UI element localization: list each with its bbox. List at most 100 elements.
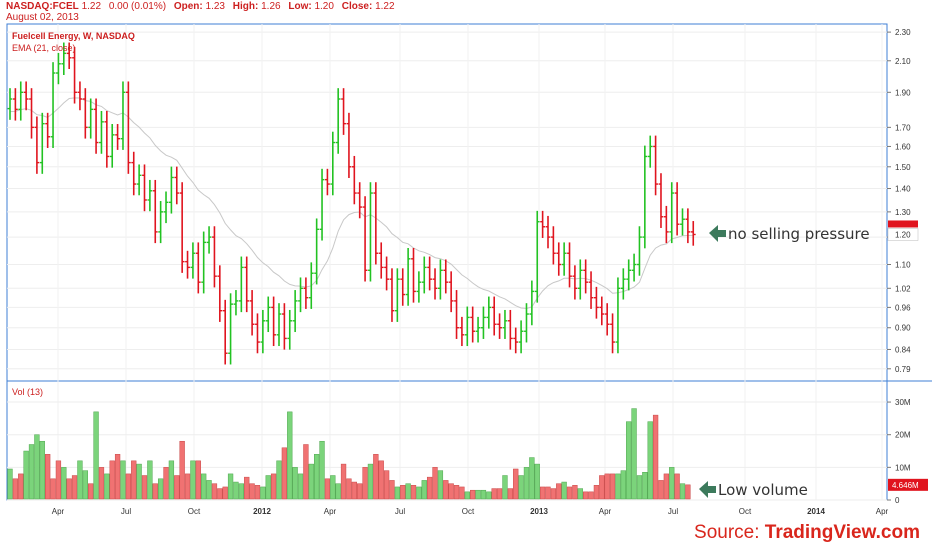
open-label: Open: xyxy=(173,1,203,12)
volume-tick-label: 30M xyxy=(895,398,911,407)
ohlc-bar xyxy=(131,151,137,196)
volume-bar xyxy=(480,489,487,500)
volume-bar xyxy=(652,414,659,500)
volume-bar xyxy=(426,476,433,500)
volume-bar xyxy=(443,480,449,500)
time-tick-label: Apr xyxy=(599,507,612,516)
volume-bar xyxy=(561,481,567,500)
volume-legend: Vol (13) xyxy=(12,387,43,397)
ohlc-bar xyxy=(265,296,271,333)
volume-annotation-arrow-icon xyxy=(699,481,716,498)
ohlc-bar xyxy=(642,145,648,249)
ohlc-bar xyxy=(556,242,562,276)
price-tick-label: 0.84 xyxy=(895,345,911,354)
volume-bar xyxy=(647,421,653,500)
volume-bar xyxy=(168,460,175,500)
volume-bar xyxy=(174,475,180,500)
ema-legend: EMA (21, close) xyxy=(12,43,76,53)
ohlc-bar xyxy=(222,299,228,365)
volume-bar xyxy=(394,486,401,500)
price-tick-label: 2.30 xyxy=(895,28,911,37)
time-tick-label: Jul xyxy=(395,507,405,516)
volume-bar xyxy=(201,473,207,500)
time-tick-label: Apr xyxy=(324,507,337,516)
volume-bar xyxy=(319,440,325,500)
ohlc-bar xyxy=(109,124,115,168)
ohlc-bar xyxy=(663,205,669,244)
ohlc-bar xyxy=(534,210,540,303)
volume-bar xyxy=(534,463,540,500)
ohlc-bar xyxy=(610,313,615,354)
ohlc-bar xyxy=(281,303,287,350)
ohlc-bar xyxy=(524,303,529,343)
ohlc-bar xyxy=(631,253,637,282)
volume-bar xyxy=(599,475,605,500)
volume-bar xyxy=(270,473,277,500)
current-price-label: 1.20 xyxy=(895,230,911,239)
volume-bar xyxy=(314,454,320,500)
ohlc-bar xyxy=(206,226,212,254)
ohlc-bar xyxy=(475,316,481,343)
volume-bar xyxy=(421,480,427,500)
volume-bar xyxy=(486,491,492,500)
price-tick-label: 1.70 xyxy=(895,123,911,132)
ohlc-bar xyxy=(88,98,94,139)
volume-bar xyxy=(28,444,35,500)
volume-bar xyxy=(448,483,454,500)
time-tick-label: Oct xyxy=(188,507,201,516)
time-tick-label: Jul xyxy=(668,507,678,516)
volume-bar xyxy=(432,467,438,500)
ohlc-bar xyxy=(513,327,519,354)
volume-bar xyxy=(459,486,465,500)
ohlc-bar xyxy=(572,265,578,300)
ohlc-bar xyxy=(147,179,153,212)
volume-bar xyxy=(502,475,508,500)
ohlc-bar xyxy=(228,293,233,365)
ohlc-bar xyxy=(125,81,131,174)
volume-tick-label: 0 xyxy=(895,496,900,505)
ohlc-bar xyxy=(362,196,368,282)
volume-bar xyxy=(190,460,196,500)
volume-annotation: Low volume xyxy=(718,481,808,499)
ohlc-bar xyxy=(152,179,158,244)
volume-bar xyxy=(566,486,573,500)
ohlc-bar xyxy=(287,309,293,350)
ohlc-bar xyxy=(464,306,470,347)
volume-bar xyxy=(685,484,691,500)
volume-bar xyxy=(7,468,13,500)
ohlc-bar xyxy=(481,306,486,339)
time-tick-label: 2012 xyxy=(253,507,271,516)
ohlc-bar xyxy=(604,303,610,336)
volume-bar xyxy=(109,460,115,500)
ohlc-bar xyxy=(626,259,632,291)
volume-bar xyxy=(238,483,244,500)
ohlc-bar xyxy=(72,46,77,104)
open-value: 1.23 xyxy=(205,1,225,12)
ohlc-bar xyxy=(394,268,400,322)
volume-bar xyxy=(453,485,460,500)
volume-bar xyxy=(475,489,481,500)
ohlc-bar xyxy=(39,112,45,174)
volume-bar xyxy=(593,485,600,500)
volume-bar xyxy=(249,483,255,500)
ohlc-bar xyxy=(120,81,126,150)
ohlc-bar xyxy=(637,226,642,276)
ohlc-bar xyxy=(142,164,147,212)
source-prefix: Source: xyxy=(694,522,765,543)
ohlc-bar xyxy=(518,320,524,354)
ohlc-bar xyxy=(669,182,675,244)
ohlc-bar xyxy=(583,259,589,294)
volume-bar xyxy=(292,467,298,500)
ohlc-bar xyxy=(29,88,34,139)
volume-bar xyxy=(626,421,632,500)
volume-bar xyxy=(93,411,99,500)
close-label: Close: xyxy=(341,1,373,12)
volume-bar xyxy=(120,460,126,500)
price-tick-label: 1.90 xyxy=(895,88,911,97)
volume-bar xyxy=(34,434,40,500)
ohlc-bar xyxy=(373,182,379,265)
price-tick-label: 1.02 xyxy=(895,284,911,293)
ohlc-bar xyxy=(303,277,309,309)
ohlc-bar xyxy=(99,111,104,154)
ohlc-bar xyxy=(470,306,476,343)
